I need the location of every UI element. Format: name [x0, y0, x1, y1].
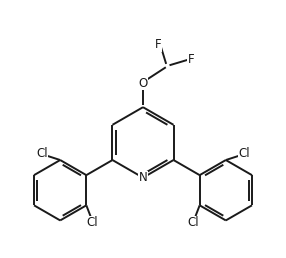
Text: F: F [188, 53, 195, 66]
Text: Cl: Cl [87, 216, 98, 229]
Text: Cl: Cl [188, 216, 199, 229]
Text: Cl: Cl [239, 148, 250, 160]
Text: Cl: Cl [36, 148, 47, 160]
Text: N: N [139, 171, 147, 184]
Text: O: O [138, 77, 148, 90]
Text: F: F [154, 38, 161, 51]
